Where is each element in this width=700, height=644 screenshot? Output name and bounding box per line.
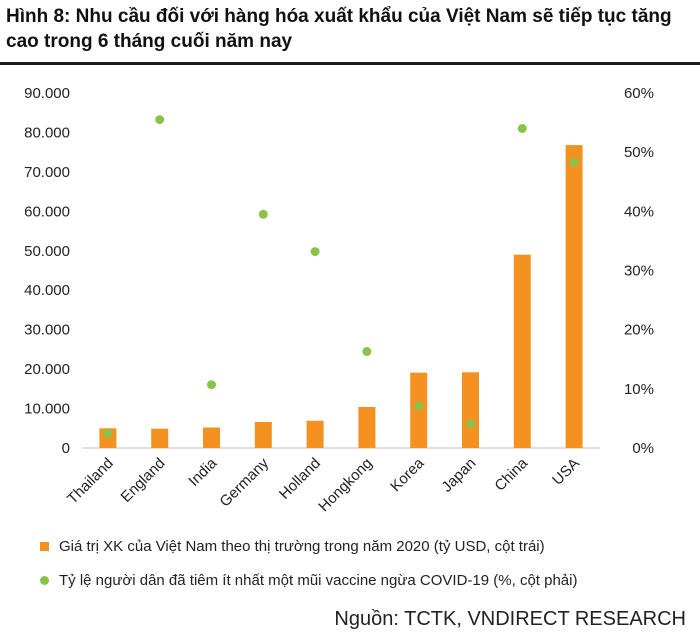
right-tick-label: 20%	[624, 322, 654, 339]
bar-holland	[306, 420, 324, 448]
category-label: Korea	[387, 454, 428, 495]
left-tick-label: 0	[62, 440, 70, 457]
legend-dot-entry: Tỷ lệ người dân đã tiêm ít nhất một mũi …	[40, 572, 577, 589]
legend-bar-entry: Giá trị XK của Việt Nam theo thị trường …	[40, 538, 545, 555]
dot-korea	[414, 401, 424, 411]
category-label: Germany	[216, 454, 272, 510]
category-label: Hongkong	[315, 455, 375, 515]
combo-chart: 0 10.000 20.000 30.000 40.000 50.000 60.000 70.…	[24, 85, 654, 515]
left-tick-label: 20.000	[24, 361, 70, 378]
bar-japan	[462, 372, 479, 448]
legend-dot-label: Tỷ lệ người dân đã tiêm ít nhất một mũi …	[59, 572, 578, 589]
bar-germany	[254, 421, 272, 448]
left-tick-label: 70.000	[24, 164, 70, 181]
right-tick-label: 10%	[624, 381, 654, 398]
bar-hongkong	[358, 406, 376, 448]
bar-england	[151, 428, 169, 448]
dot-hongkong	[362, 347, 372, 357]
right-axis-ticks: 0% 10% 20% 30% 40% 50% 60%	[624, 85, 654, 457]
category-label: USA	[549, 455, 583, 489]
bar-series	[99, 145, 583, 449]
legend-bar-swatch	[40, 542, 49, 551]
right-tick-label: 40%	[624, 203, 654, 220]
dot-series	[103, 115, 579, 438]
dot-england	[155, 115, 165, 125]
source-note: Nguồn: TCTK, VNDIRECT RESEARCH	[334, 608, 686, 630]
bar-india	[203, 427, 220, 448]
left-tick-label: 80.000	[24, 124, 70, 141]
right-tick-label: 50%	[624, 144, 654, 161]
dot-india	[207, 380, 216, 390]
category-label: England	[118, 455, 169, 506]
bar-usa	[565, 145, 583, 449]
dot-thailand	[103, 428, 113, 438]
category-label: India	[185, 454, 220, 489]
title-divider	[0, 62, 700, 65]
left-tick-label: 40.000	[24, 282, 70, 299]
dot-china	[517, 124, 527, 133]
right-tick-label: 60%	[624, 85, 654, 102]
dot-germany	[258, 209, 268, 219]
category-label: Thailand	[64, 455, 117, 508]
legend-dot-swatch	[40, 576, 49, 585]
dot-usa	[569, 157, 579, 167]
right-tick-label: 30%	[624, 263, 654, 280]
category-label: Holland	[276, 455, 324, 503]
legend-bar-label: Giá trị XK của Việt Nam theo thị trường …	[59, 538, 545, 555]
chart-title: Hình 8: Nhu cầu đối với hàng hóa xuất kh…	[6, 6, 672, 52]
dot-holland	[310, 247, 320, 257]
category-label: Japan	[438, 455, 479, 496]
left-axis-ticks: 0 10.000 20.000 30.000 40.000 50.000 60.000 70.…	[24, 85, 70, 457]
dot-japan	[466, 419, 475, 429]
category-label: China	[491, 454, 531, 494]
left-tick-label: 30.000	[24, 322, 70, 339]
left-tick-label: 90.000	[24, 85, 70, 102]
left-tick-label: 50.000	[24, 243, 70, 260]
left-tick-label: 60.000	[24, 203, 70, 220]
left-tick-label: 10.000	[24, 401, 70, 418]
bar-china	[513, 254, 531, 448]
right-tick-label: 0%	[632, 440, 654, 457]
